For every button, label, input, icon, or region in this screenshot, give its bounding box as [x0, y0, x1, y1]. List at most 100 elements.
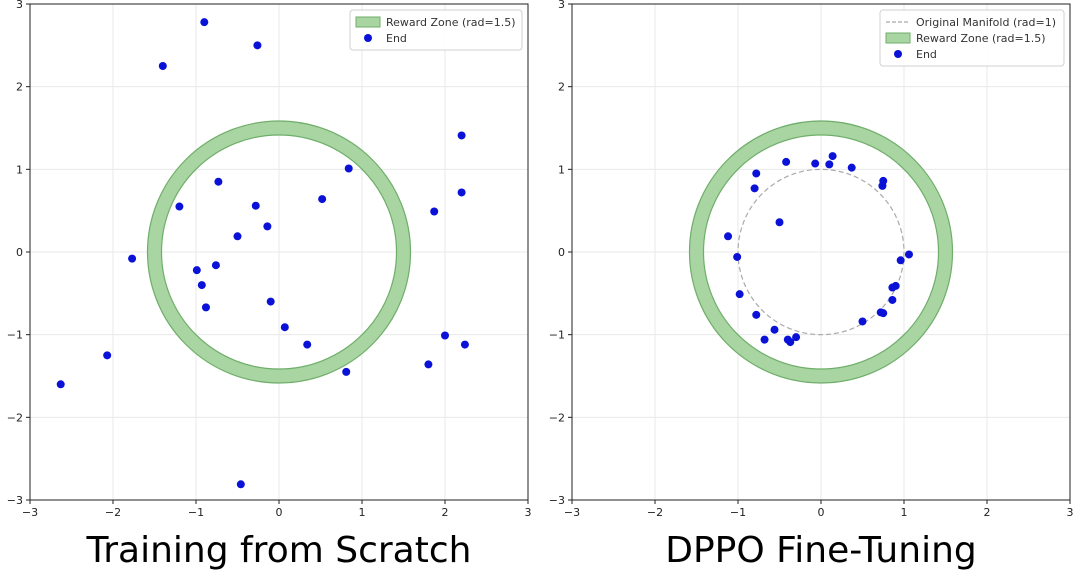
y-tick-label: −3 [7, 494, 23, 507]
end-point [303, 340, 312, 349]
end-point [318, 195, 327, 204]
legend-label: End [386, 32, 407, 45]
legend: Reward Zone (rad=1.5) End [349, 9, 523, 51]
end-point [192, 266, 201, 275]
end-point [760, 335, 769, 344]
legend-reward-swatch [355, 16, 381, 28]
end-point [724, 232, 733, 241]
end-point [280, 323, 289, 332]
legend-label: End [916, 48, 937, 61]
y-tick-label: 0 [16, 246, 23, 259]
x-tick-label: 2 [442, 506, 449, 519]
end-point [263, 222, 272, 231]
end-point [770, 325, 779, 334]
x-tick-label: −2 [105, 506, 121, 519]
end-point [430, 207, 439, 216]
end-point [879, 309, 888, 318]
end-point [752, 310, 761, 319]
x-tick-label: −2 [647, 506, 663, 519]
end-point [441, 331, 449, 340]
end-point [103, 351, 112, 360]
x-tick-label: 0 [818, 506, 825, 519]
reward-zone-inner-edge [702, 134, 940, 370]
reward-zone-inner-edge [160, 134, 398, 370]
y-tick-label: 3 [558, 0, 565, 11]
end-point [888, 283, 897, 292]
end-point [460, 340, 469, 349]
x-tick-label: −1 [188, 506, 204, 519]
legend-label: Reward Zone (rad=1.5) [386, 16, 516, 29]
end-point [847, 163, 856, 172]
x-tick-label: −3 [22, 506, 38, 519]
caption-training-from-scratch: Training from Scratch [86, 530, 472, 571]
end-point [236, 480, 245, 489]
end-point [56, 380, 65, 389]
end-point [233, 232, 242, 241]
end-point [811, 159, 820, 168]
legend-end-marker [894, 50, 902, 58]
end-point [888, 295, 897, 304]
end-point [253, 41, 262, 50]
end-point [424, 360, 433, 369]
x-tick-label: 1 [359, 506, 366, 519]
y-tick-label: 1 [16, 163, 23, 176]
end-point [750, 184, 759, 193]
end-point [457, 188, 466, 197]
end-point [266, 297, 275, 306]
end-point [158, 62, 167, 70]
x-tick-label: 3 [1067, 506, 1074, 519]
y-tick-label: −1 [7, 329, 23, 342]
y-tick-label: 2 [558, 81, 565, 94]
end-point [200, 18, 209, 27]
original-manifold-circle [737, 168, 905, 336]
end-point [733, 252, 742, 261]
end-point [858, 317, 867, 326]
y-tick-label: 0 [558, 246, 565, 259]
end-point [878, 181, 887, 190]
end-point [214, 177, 223, 186]
reward-zone-ring [147, 121, 411, 383]
caption-dppo-fine-tuning: DPPO Fine-Tuning [665, 530, 977, 571]
end-point [786, 338, 795, 347]
legend-box [349, 9, 523, 51]
y-tick-label: 1 [558, 163, 565, 176]
x-tick-label: 0 [276, 506, 283, 519]
legend-reward-swatch [885, 32, 911, 44]
y-tick-label: 3 [16, 0, 23, 11]
legend: Original Manifold (rad=1) Reward Zone (ra… [879, 9, 1065, 67]
y-tick-label: −1 [549, 329, 565, 342]
reward-zone-outer-edge [688, 120, 954, 384]
legend-end-marker [364, 34, 372, 42]
end-point [251, 201, 260, 210]
x-tick-label: −3 [564, 506, 580, 519]
y-tick-label: −3 [549, 494, 565, 507]
reward-zone-ring [689, 121, 953, 383]
scatter-panel-dppo-fine-tuning: −3 −2 −1 0 1 2 3 −3 −2 −1 0 1 2 3 Original Manifold (r… [549, 0, 1074, 519]
end-point [457, 131, 466, 140]
scatter-panel-training-from-scratch: −3 −2 −1 0 1 2 3 −3 −2 −1 0 1 2 3 Reward Zone (rad=1.5… [7, 0, 532, 519]
y-tick-label: −2 [549, 411, 565, 424]
end-point [342, 367, 351, 376]
end-point [211, 261, 220, 270]
end-point [775, 218, 784, 227]
end-point [344, 164, 353, 173]
end-point [201, 303, 210, 312]
end-point [782, 157, 791, 166]
end-point [792, 333, 801, 342]
y-tick-label: 2 [16, 81, 23, 94]
y-tick-label: −2 [7, 411, 23, 424]
end-point [175, 202, 184, 211]
legend-label: Reward Zone (rad=1.5) [916, 32, 1046, 45]
end-point [904, 250, 913, 259]
end-point [896, 256, 905, 265]
end-point [825, 160, 834, 169]
x-tick-label: 2 [984, 506, 991, 519]
reward-zone-outer-edge [146, 120, 412, 384]
x-tick-label: −1 [730, 506, 746, 519]
x-tick-label: 3 [525, 506, 532, 519]
legend-label: Original Manifold (rad=1) [916, 16, 1056, 29]
end-point [828, 152, 837, 161]
legend-box [879, 9, 1065, 67]
end-point [197, 281, 206, 290]
